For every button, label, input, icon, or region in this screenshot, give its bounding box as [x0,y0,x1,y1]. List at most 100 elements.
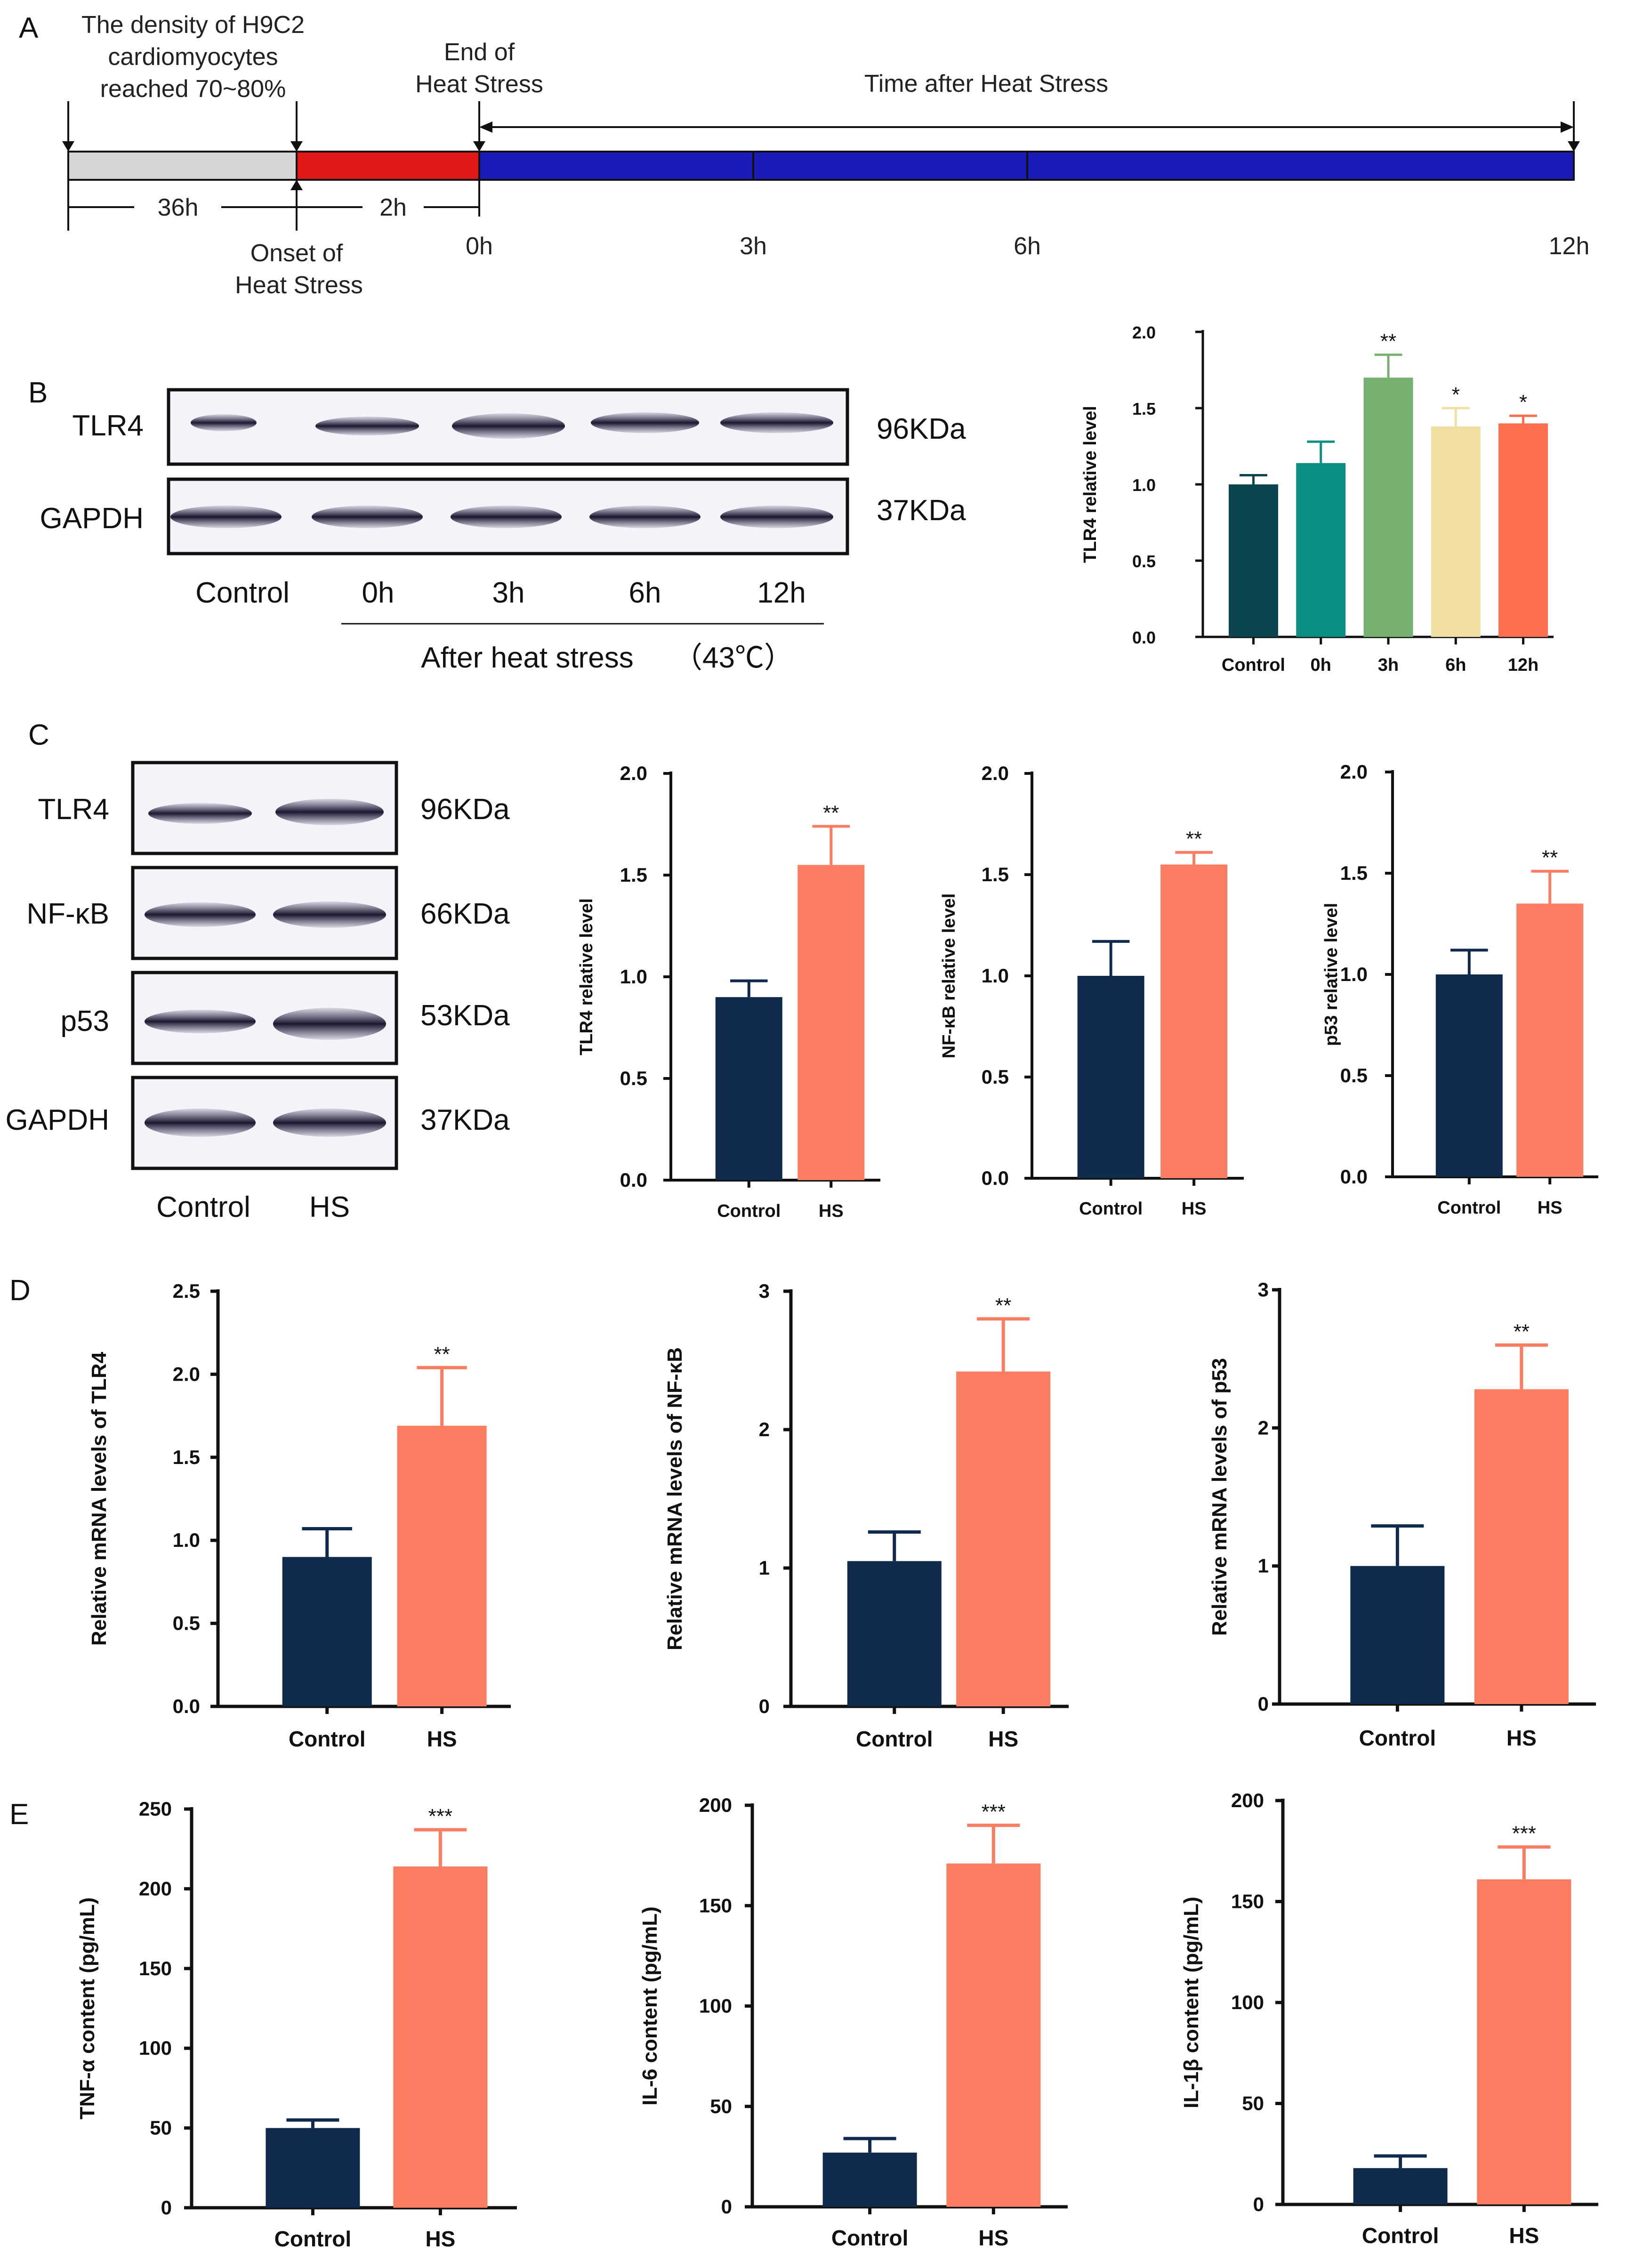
chart-e1-ytick-label: 0 [161,2196,172,2219]
chart-e1-ytick-label: 200 [139,1877,172,1899]
chart-d2-ytick-label: 3 [759,1280,770,1302]
chart-b-bar-2 [1363,378,1413,637]
end-arrow-head [473,141,485,152]
chart-d2-ytick-label: 0 [759,1695,770,1717]
blot-b-lane-3h: 3h [492,577,525,609]
chart-e2-bar-1 [946,1863,1041,2207]
chart-d1-xtick-label: HS [427,1727,457,1751]
chart-c2-y-label: NF-κB relative level [939,893,959,1059]
chart-c3-ytick-label: 1.0 [1340,963,1368,985]
tick-0h: 0h [466,233,493,260]
blot-c-nfkb-band-control [145,902,256,927]
heat-stress-bar [296,151,480,181]
chart-c3-bar-1 [1516,903,1584,1177]
chart-c1-ytick-label: 1.0 [620,965,647,988]
density-line-2: cardiomyocytes [108,43,278,71]
blot-b-tlr4-band-control [191,414,257,431]
chart-d1-ytick-label: 2.0 [173,1363,200,1385]
chart-c3-xtick-label: Control [1437,1198,1501,1218]
chart-c2-bar-0 [1077,976,1144,1178]
final-arrow-head [1568,141,1580,152]
chart-e2-ytick-label: 50 [710,2095,732,2117]
blot-c-protein-gapdh: GAPDH [6,1104,109,1136]
chart-e2-ytick-label: 200 [699,1794,732,1816]
blot-c-size-p53: 53KDa [420,999,510,1032]
chart-b-significance-2: ** [1380,330,1396,353]
chart-c3-ytick-label: 2.0 [1340,761,1368,783]
blot-c-p53-band-hs [273,1008,386,1040]
panel-c-blot: C TLR4 NF-κB p53 GAPDH 96KDa 66KDa 53KDa… [6,719,510,1223]
chart-e3-bar-0 [1353,2168,1448,2204]
chart-d1-ytick-label: 1.5 [173,1446,200,1468]
blot-c-protein-nfkb: NF-κB [26,898,109,930]
chart-d3-xtick-label: HS [1506,1726,1537,1750]
chart-d3: 0 1 2 3 Relative mRNA levels of p53 Control **… [1208,1279,1596,1750]
chart-d2-ytick-label: 1 [759,1557,770,1579]
chart-c2-bar-1 [1160,864,1228,1178]
chart-d1-xtick-label: Control [289,1727,366,1751]
chart-c2-xtick-label: Control [1079,1199,1143,1219]
chart-b-ytick-label: 1.5 [1132,399,1156,418]
after-span-right-head [1561,121,1574,133]
chart-e1-ytick-label: 150 [139,1957,172,1979]
chart-d2: 0 1 2 3 Relative mRNA levels of NF-κB Control… [663,1280,1069,1751]
blot-b-tlr4-band-12h [720,412,833,433]
chart-d1-bar-0 [282,1557,372,1706]
chart-d1-bar-1 [397,1425,487,1706]
blot-b-tlr4-band-0h [315,417,419,435]
blot-b-gapdh-band-3h [451,506,562,528]
chart-e2-significance-1: *** [982,1801,1006,1824]
tick-12h: 12h [1549,233,1590,260]
chart-e2-xtick-label: Control [831,2226,909,2250]
chart-c1-ytick-label: 2.0 [620,762,647,784]
chart-e1-bar-0 [266,2128,360,2208]
chart-d3-ytick-label: 2 [1258,1416,1269,1439]
panel-b-blot: B TLR4 GAPDH 96KDa 37KDa Control 0h 3h 6… [28,377,966,674]
chart-e3-ytick-label: 100 [1231,1991,1264,2013]
panel-label-b: B [28,377,48,409]
chart-e1-y-label: TNF-α content (pg/mL) [76,1898,99,2120]
chart-e1-xtick-label: HS [425,2227,455,2251]
chart-d2-xtick-label: Control [856,1727,933,1751]
chart-d2-ytick-label: 2 [759,1418,770,1440]
chart-b-bar-0 [1228,484,1278,637]
chart-b-ytick-label: 0.0 [1132,628,1156,647]
onset-label-2: Heat Stress [235,272,363,299]
chart-e1: 0 50 100 150 200 250 TNF-α content (pg/mL) Cont… [76,1798,517,2251]
chart-c2-ytick-label: 2.0 [982,762,1009,784]
chart-e3: 0 50 100 150 200 IL-1β content (pg/mL) Control… [1180,1789,1598,2248]
blot-b-gapdh-band-control [170,506,282,528]
blot-b-lane-12h: 12h [757,577,805,609]
panel-label-c: C [28,719,49,751]
chart-c3-bar-0 [1435,974,1503,1177]
blot-b-tlr4-band-6h [591,412,699,433]
chart-c1: 0.0 0.5 1.0 1.5 2.0 TLR4 relative level Contro… [577,762,880,1221]
chart-d3-ytick-label: 3 [1258,1279,1269,1301]
blot-b-size-gapdh: 37KDa [877,494,966,527]
chart-c3-ytick-label: 1.5 [1340,862,1368,884]
chart-b-xtick-label: 6h [1445,655,1466,675]
chart-c1-ytick-label: 0.5 [620,1067,647,1089]
blot-b-tlr4-band-3h [452,413,565,439]
panel-a: A The density of H9C2 cardiomyocytes rea… [19,11,1589,299]
chart-d1-ytick-label: 0.0 [173,1695,200,1717]
chart-c3-xtick-label: HS [1538,1198,1563,1218]
chart-d3-ytick-label: 1 [1258,1555,1269,1577]
onset-arrow-head [290,180,303,190]
chart-d2-xtick-label: HS [988,1727,1018,1751]
chart-c1-bar-1 [797,865,865,1180]
chart-e2: 0 50 100 150 200 IL-6 content (pg/mL) Control *… [638,1794,1068,2250]
chart-e2-bar-0 [822,2152,917,2207]
chart-d1-ytick-label: 1.0 [173,1529,200,1551]
tick-3h: 3h [740,233,767,260]
chart-c1-bar-0 [715,997,782,1180]
blot-b-gapdh-band-6h [589,506,701,528]
blot-c-protein-tlr4: TLR4 [38,793,109,826]
chart-c1-ytick-label: 1.5 [620,864,647,886]
density-line-3: reached 70~80% [100,75,286,103]
chart-d3-bar-0 [1350,1566,1445,1704]
end-label-2: Heat Stress [415,71,543,98]
blot-c-size-tlr4: 96KDa [420,793,510,826]
chart-b-significance-3: * [1452,383,1460,406]
